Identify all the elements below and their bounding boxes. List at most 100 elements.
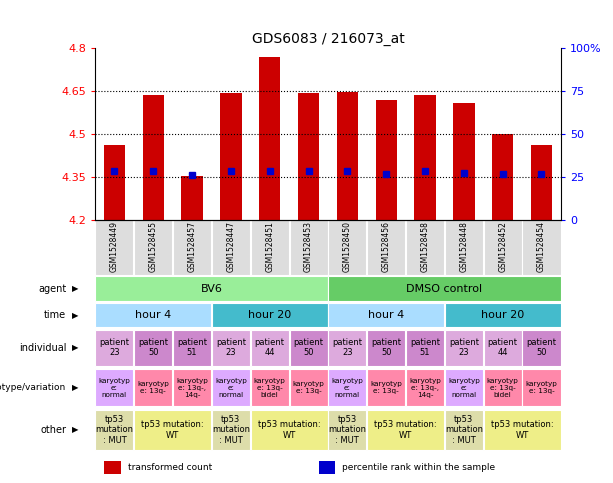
Bar: [445, 369, 483, 407]
Text: GSM1528449: GSM1528449: [110, 221, 119, 272]
Text: GSM1528451: GSM1528451: [265, 221, 274, 272]
Bar: [329, 303, 444, 327]
Text: hour 20: hour 20: [248, 310, 291, 320]
Bar: [212, 303, 327, 327]
Bar: [289, 369, 327, 407]
Bar: [367, 330, 405, 366]
Bar: [414, 95, 436, 220]
Text: patient
23: patient 23: [449, 338, 479, 357]
Bar: [531, 145, 552, 220]
Text: karyotyp
e: 13q-: karyotyp e: 13q-: [137, 381, 169, 394]
Bar: [134, 369, 172, 407]
Bar: [212, 330, 250, 366]
Text: GSM1528455: GSM1528455: [149, 221, 158, 272]
Bar: [484, 330, 522, 366]
Text: ▶: ▶: [72, 284, 78, 293]
Bar: [484, 369, 522, 407]
Bar: [251, 330, 289, 366]
Bar: [289, 220, 327, 275]
Text: karyotyp
e:
normal: karyotyp e: normal: [215, 378, 247, 398]
Bar: [406, 330, 444, 366]
Text: ▶: ▶: [72, 426, 78, 434]
Text: GSM1528448: GSM1528448: [459, 221, 468, 272]
Text: karyotyp
e:
normal: karyotyp e: normal: [99, 378, 131, 398]
Bar: [251, 369, 289, 407]
Text: DMSO control: DMSO control: [406, 284, 482, 294]
Text: agent: agent: [38, 284, 66, 294]
Bar: [96, 369, 134, 407]
Text: karyotyp
e: 13q-: karyotyp e: 13q-: [292, 381, 324, 394]
Text: individual: individual: [19, 343, 66, 353]
Text: GSM1528454: GSM1528454: [537, 221, 546, 272]
Bar: [492, 134, 513, 220]
Bar: [96, 276, 327, 301]
Bar: [522, 220, 560, 275]
Text: patient
44: patient 44: [255, 338, 284, 357]
Bar: [134, 220, 172, 275]
Bar: [522, 369, 560, 407]
Bar: [484, 410, 560, 450]
Title: GDS6083 / 216073_at: GDS6083 / 216073_at: [251, 32, 405, 46]
Bar: [251, 220, 289, 275]
Text: tp53 mutation:
WT: tp53 mutation: WT: [142, 420, 204, 440]
Bar: [453, 102, 474, 220]
Bar: [173, 330, 211, 366]
Text: karyotyp
e: 13q-: karyotyp e: 13q-: [525, 381, 557, 394]
Bar: [134, 410, 211, 450]
Bar: [298, 93, 319, 220]
Bar: [445, 410, 483, 450]
Bar: [289, 330, 327, 366]
Bar: [329, 369, 367, 407]
Bar: [134, 330, 172, 366]
Text: patient
51: patient 51: [410, 338, 440, 357]
Text: karyotyp
e: 13q-: karyotyp e: 13q-: [370, 381, 402, 394]
Text: karyotyp
e: 13q-,
14q-: karyotyp e: 13q-, 14q-: [176, 378, 208, 398]
Bar: [406, 220, 444, 275]
Bar: [445, 220, 483, 275]
Text: GSM1528452: GSM1528452: [498, 221, 507, 272]
Bar: [484, 220, 522, 275]
Bar: [329, 220, 367, 275]
Bar: [445, 330, 483, 366]
Text: patient
50: patient 50: [371, 338, 401, 357]
Bar: [212, 220, 250, 275]
Bar: [329, 330, 367, 366]
Bar: [173, 369, 211, 407]
Text: GSM1528457: GSM1528457: [188, 221, 197, 272]
Text: karyotyp
e: 13q-
bidel: karyotyp e: 13q- bidel: [254, 378, 286, 398]
Text: hour 4: hour 4: [368, 310, 405, 320]
Text: GSM1528458: GSM1528458: [421, 221, 430, 272]
Text: GSM1528447: GSM1528447: [226, 221, 235, 272]
Text: BV6: BV6: [200, 284, 223, 294]
Bar: [367, 369, 405, 407]
Text: ▶: ▶: [72, 383, 78, 392]
Bar: [173, 220, 211, 275]
Bar: [212, 410, 250, 450]
Text: genotype/variation: genotype/variation: [0, 383, 66, 392]
Text: tp53
mutation
: MUT: tp53 mutation : MUT: [445, 415, 483, 445]
Text: tp53
mutation
: MUT: tp53 mutation : MUT: [212, 415, 250, 445]
Text: other: other: [40, 425, 66, 435]
Text: tp53 mutation:
WT: tp53 mutation: WT: [258, 420, 321, 440]
Text: ▶: ▶: [72, 343, 78, 352]
Bar: [96, 220, 134, 275]
Text: patient
23: patient 23: [216, 338, 246, 357]
Bar: [104, 145, 125, 220]
Bar: [406, 369, 444, 407]
Text: tp53 mutation:
WT: tp53 mutation: WT: [491, 420, 554, 440]
Bar: [96, 303, 211, 327]
Text: GSM1528450: GSM1528450: [343, 221, 352, 272]
Text: patient
44: patient 44: [488, 338, 517, 357]
Bar: [96, 330, 134, 366]
Bar: [104, 461, 121, 473]
Text: patient
50: patient 50: [139, 338, 168, 357]
Text: transformed count: transformed count: [128, 463, 212, 472]
Text: patient
23: patient 23: [332, 338, 362, 357]
Bar: [220, 93, 242, 220]
Bar: [337, 92, 358, 220]
Bar: [251, 410, 327, 450]
Bar: [319, 461, 335, 473]
Bar: [329, 410, 367, 450]
Bar: [445, 303, 560, 327]
Text: karyotyp
e:
normal: karyotyp e: normal: [332, 378, 364, 398]
